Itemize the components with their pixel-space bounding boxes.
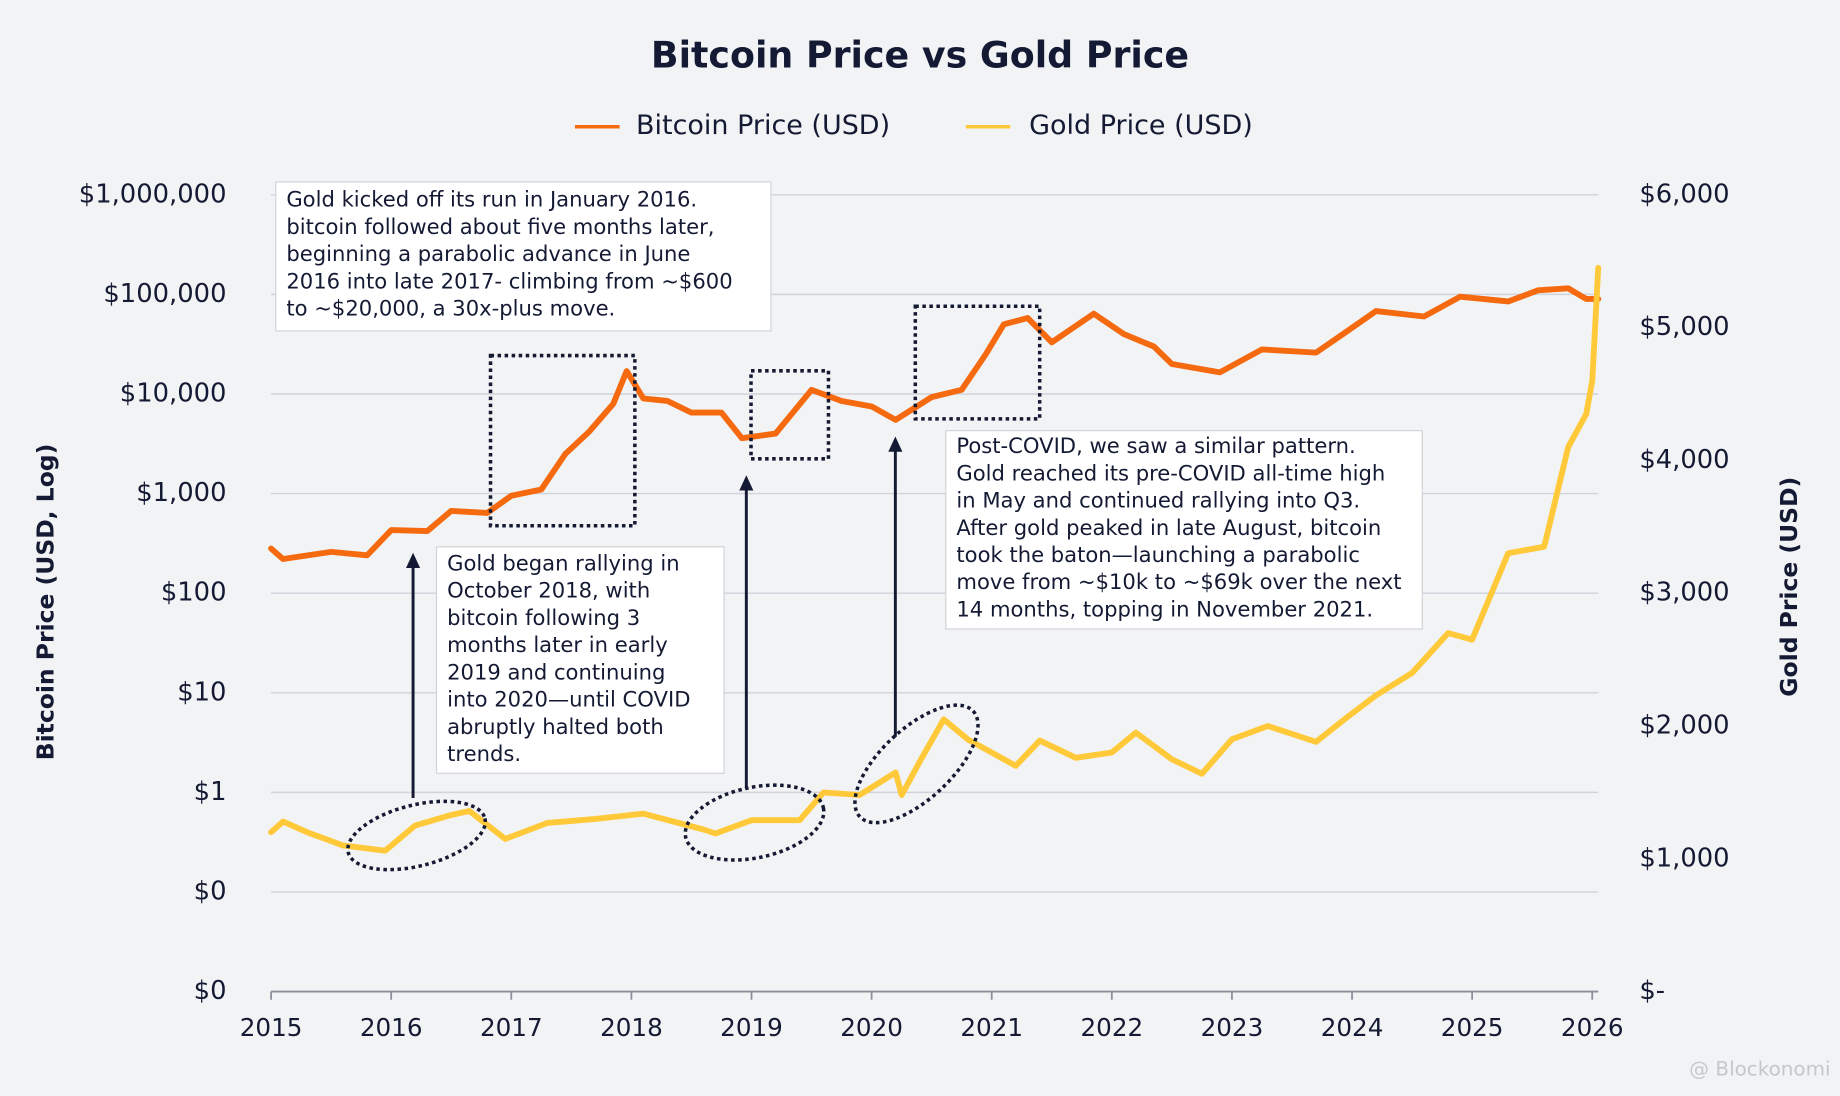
y2-tick-label: $6,000	[1639, 179, 1729, 209]
y-axis-title: Bitcoin Price (USD, Log)	[31, 444, 59, 761]
annotation-box	[945, 430, 1423, 630]
x-tick-label: 2017	[480, 1013, 543, 1042]
highlight-ellipse	[346, 799, 488, 872]
legend-label: Bitcoin Price (USD)	[636, 110, 890, 141]
annotation-text: bitcoin following 3	[447, 605, 640, 630]
annotation-text: Gold kicked off its run in January 2016.	[286, 187, 697, 212]
highlight-box	[749, 369, 831, 461]
x-tick-label: 2018	[600, 1013, 663, 1042]
y2-tick-label: $5,000	[1639, 312, 1729, 342]
x-tick-label: 2023	[1201, 1013, 1264, 1042]
x-tick-label: 2022	[1080, 1013, 1143, 1042]
annotation-text: bitcoin followed about five months later…	[286, 214, 714, 239]
annotation-text: to ~$20,000, a 30x-plus move.	[286, 296, 615, 321]
annotation-text: After gold peaked in late August, bitcoi…	[956, 515, 1381, 540]
y2-tick-label: $1,000	[1639, 843, 1729, 873]
x-tick-label: 2019	[720, 1013, 783, 1042]
highlight-ellipse	[853, 703, 980, 825]
annotation-text: move from ~$10k to ~$69k over the next	[956, 569, 1401, 594]
x-tick-label: 2025	[1441, 1013, 1504, 1042]
annotation-text: abruptly halted both	[447, 714, 664, 739]
watermark: @ Blockonomi	[1689, 1057, 1830, 1081]
annotation-text: Gold began rallying in	[447, 550, 680, 575]
annotation-box	[275, 181, 772, 332]
y-tick-label: $100	[161, 578, 227, 608]
y2-tick-label: $2,000	[1639, 710, 1729, 740]
arrow-head	[406, 552, 421, 568]
highlight-box	[488, 353, 637, 528]
highlight-box	[913, 304, 1042, 421]
annotation-text: into 2020—until COVID	[447, 687, 690, 712]
y-tick-label: $1,000,000	[79, 179, 227, 209]
annotation-text: 2019 and continuing	[447, 659, 665, 684]
x-tick-label: 2021	[960, 1013, 1023, 1042]
legend-label: Gold Price (USD)	[1029, 110, 1253, 141]
annotation-text: in May and continued rallying into Q3.	[956, 488, 1360, 513]
y-tick-label: $10	[177, 677, 226, 707]
annotation-box	[435, 546, 725, 774]
annotation-text: 14 months, topping in November 2021.	[956, 596, 1373, 621]
annotation-text: Gold reached its pre-COVID all-time high	[956, 460, 1385, 485]
x-tick-label: 2015	[240, 1013, 303, 1042]
x-tick-label: 2020	[840, 1013, 903, 1042]
y2-tick-label: $4,000	[1639, 445, 1729, 475]
arrow-head	[739, 475, 754, 491]
x-tick-label: 2024	[1321, 1013, 1384, 1042]
y-tick-label: $1,000	[136, 478, 226, 508]
y2-tick-label: $3,000	[1639, 578, 1729, 608]
y2-tick-label: $-	[1639, 976, 1665, 1006]
annotation-text: took the baton—launching a parabolic	[956, 542, 1360, 567]
annotation-text: months later in early	[447, 632, 668, 657]
annotation-text: 2016 into late 2017- climbing from ~$600	[286, 268, 732, 293]
y-tick-label: $10,000	[120, 378, 227, 408]
series-line	[268, 264, 1602, 854]
annotation-text: Post-COVID, we saw a similar pattern.	[956, 433, 1355, 458]
y-tick-label: $0	[194, 876, 227, 906]
x-tick-label: 2016	[360, 1013, 423, 1042]
series-line	[268, 285, 1602, 562]
arrow-head	[888, 436, 903, 452]
y-tick-label: $1	[194, 777, 227, 807]
annotation-text: beginning a parabolic advance in June	[286, 241, 690, 266]
x-tick-label: 2026	[1561, 1013, 1624, 1042]
y-tick-label: $0	[194, 976, 227, 1006]
annotation-text: trends.	[447, 741, 521, 766]
y-tick-label: $100,000	[103, 279, 226, 309]
annotation-shapes	[346, 304, 1042, 872]
chart-title: Bitcoin Price vs Gold Price	[651, 33, 1189, 76]
annotation-text: October 2018, with	[447, 578, 650, 603]
y2-axis-title: Gold Price (USD)	[1775, 477, 1803, 697]
